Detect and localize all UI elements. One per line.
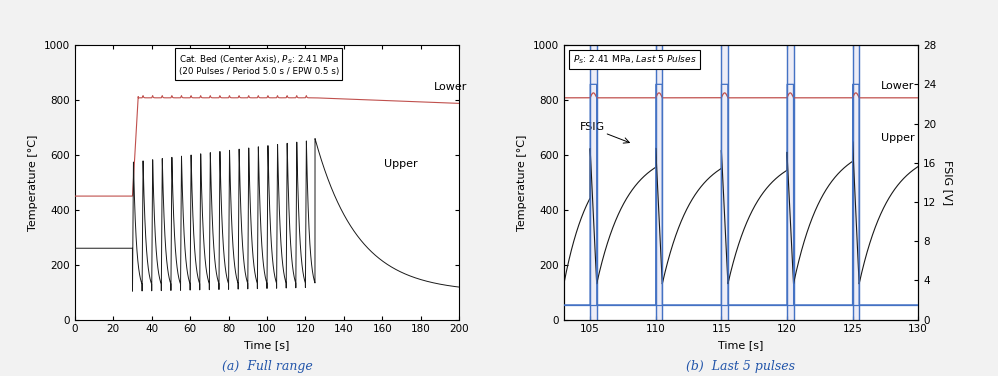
Text: Lower: Lower xyxy=(434,82,467,92)
Y-axis label: FSIG [V]: FSIG [V] xyxy=(943,160,953,205)
Text: (b)  Last 5 pulses: (b) Last 5 pulses xyxy=(686,360,795,373)
Text: Cat. Bed (Center Axis), $P_S$: 2.41 MPa
(20 Pulses / Period 5.0 s / EPW 0.5 s): Cat. Bed (Center Axis), $P_S$: 2.41 MPa … xyxy=(179,53,339,76)
Text: $P_S$: 2.41 MPa, $\it{Last\ 5\ Pulses}$: $P_S$: 2.41 MPa, $\it{Last\ 5\ Pulses}$ xyxy=(573,53,697,66)
Bar xyxy=(787,45,793,320)
Bar xyxy=(656,45,663,320)
Text: (a)  Full range: (a) Full range xyxy=(223,360,312,373)
Text: Lower: Lower xyxy=(881,81,914,91)
Y-axis label: Temperature [°C]: Temperature [°C] xyxy=(517,134,527,230)
X-axis label: Time [s]: Time [s] xyxy=(719,340,763,350)
Text: Upper: Upper xyxy=(881,133,914,143)
Y-axis label: Temperature [°C]: Temperature [°C] xyxy=(28,134,38,230)
Text: Upper: Upper xyxy=(384,159,418,169)
Bar xyxy=(590,45,597,320)
Bar xyxy=(852,45,859,320)
Bar xyxy=(722,45,728,320)
Text: FSIG: FSIG xyxy=(580,122,605,132)
X-axis label: Time [s]: Time [s] xyxy=(245,340,289,350)
